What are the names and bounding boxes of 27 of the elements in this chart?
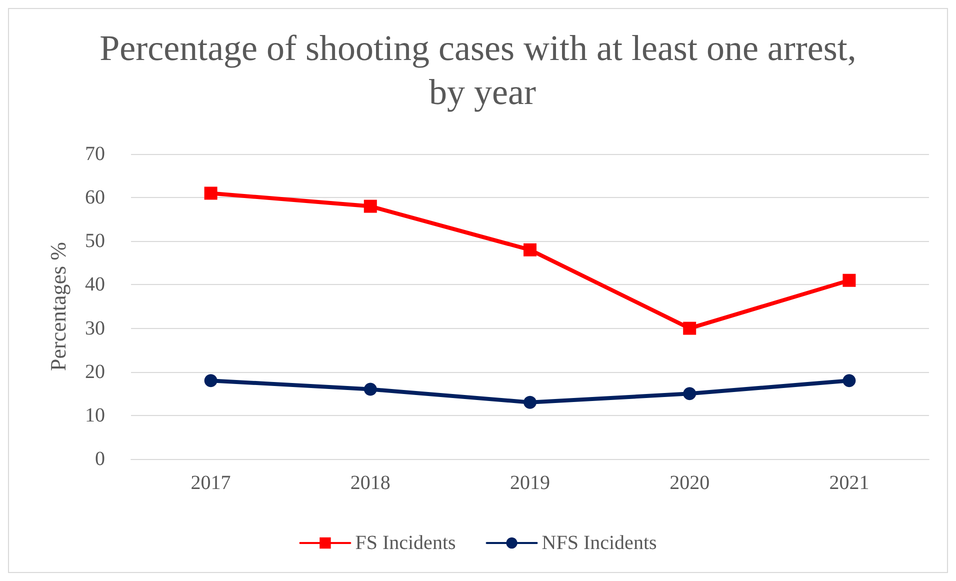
x-tick-label: 2021 (829, 472, 870, 494)
y-tick-label: 70 (85, 143, 105, 165)
point (842, 374, 856, 388)
legend-label: FS Incidents (355, 532, 456, 554)
x-tick-label: 2018 (350, 472, 390, 494)
y-tick-label: 50 (85, 230, 105, 252)
legend-label: NFS Incidents (542, 532, 657, 554)
point (683, 387, 696, 400)
y-tick-label: 40 (85, 274, 105, 296)
point (524, 243, 536, 256)
y-tick-label: 10 (85, 404, 105, 426)
point (364, 200, 377, 213)
y-tick-label: 30 (85, 317, 105, 340)
y-tick-label: 60 (85, 186, 105, 209)
y-tick-label: 0 (95, 448, 105, 470)
point (683, 322, 696, 335)
y-axis-title: Percentages % (46, 242, 70, 371)
point (204, 374, 218, 388)
point (204, 186, 218, 200)
point (842, 274, 856, 287)
point (524, 396, 536, 409)
x-tick-label: 2019 (510, 472, 550, 494)
x-tick-label: 2020 (670, 472, 710, 494)
x-tick-label: 2017 (190, 472, 231, 494)
point (364, 382, 377, 396)
y-tick-label: 20 (85, 360, 105, 383)
chart-title: Percentage of shooting cases with at least one arrest, by year (100, 28, 856, 112)
